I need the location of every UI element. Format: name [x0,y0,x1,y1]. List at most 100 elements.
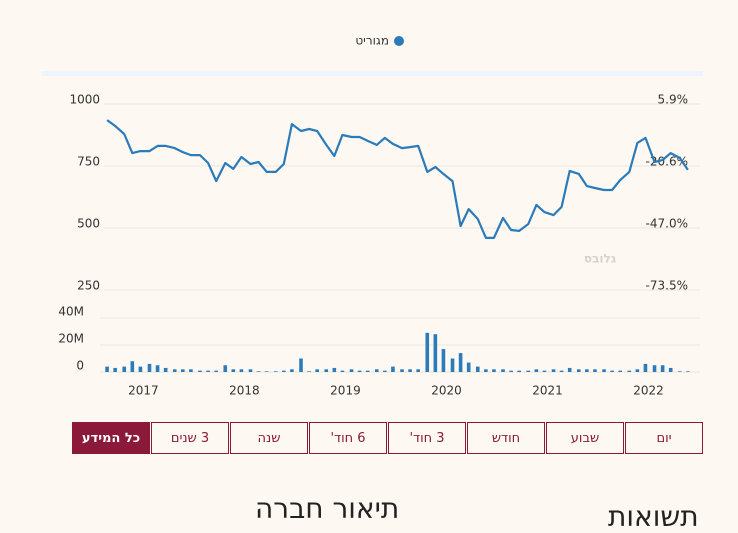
y-tick-label: 250 [77,279,100,293]
volume-bar [206,370,210,372]
volume-bar [484,369,488,372]
volume-bar [660,365,665,372]
volume-tick-label: 0 [76,359,84,373]
volume-bar [189,369,193,372]
range-button[interactable]: 3 חוד' [388,422,466,454]
chart-band [42,71,703,76]
volume-bar [299,358,303,372]
range-button[interactable]: 6 חוד' [309,422,387,454]
volume-bar [643,363,648,372]
volume-bar [223,365,228,372]
range-button[interactable]: כל המידע [72,422,150,454]
y2-tick-label: -20.6% [646,155,688,169]
volume-bar [542,370,547,372]
x-tick-label: 2018 [229,384,260,398]
legend-marker [394,36,404,46]
x-tick-label: 2017 [128,384,159,398]
range-button[interactable]: שנה [230,422,308,454]
volume-bar [273,371,278,372]
volume-bar [652,365,657,372]
volume-bar [155,365,160,372]
volume-bar [239,369,244,372]
volume-bar [466,362,471,372]
volume-bar [517,370,521,372]
volume-bar [509,370,513,372]
volume-bar [425,332,430,372]
range-button[interactable]: יום [625,422,703,454]
volume-bar [138,366,143,372]
y2-tick-label: -47.0% [646,216,688,230]
price-line [106,119,689,239]
x-tick-label: 2021 [532,384,563,398]
watermark: גלובס [584,252,617,266]
volume-bar [602,369,606,372]
volume-bar [458,353,463,372]
volume-bar [374,369,379,372]
volume-bar [492,369,496,372]
volume-bar [122,366,127,372]
y-tick-label: 1000 [69,93,100,107]
volume-bar [475,366,480,372]
volume-bar [534,369,539,372]
x-tick-label: 2020 [431,384,462,398]
volume-bar [324,369,329,372]
volume-bar [400,369,404,372]
volume-bar [576,369,581,372]
volume-bar [113,367,117,372]
volume-bar [501,369,505,372]
volume-bar [307,371,311,372]
volume-bar [677,371,682,372]
volume-bar [172,369,177,372]
volume-bar [290,369,294,372]
volume-tick-label: 20M [58,332,84,346]
volume-bar [551,369,556,372]
volume-bar [214,370,218,372]
company-heading: תיאור חברה [255,492,400,525]
volume-bar [147,363,152,372]
range-button[interactable]: שבוע [546,422,624,454]
volume-bar [256,371,261,372]
volume-bar [340,370,345,372]
volume-bar [610,370,614,372]
volume-bar [105,366,109,372]
volume-bar [264,371,269,372]
volume-bar [593,369,597,372]
volume-bar [686,371,690,372]
volume-bar [416,369,420,372]
volume-bar [526,370,531,372]
volume-bar [181,369,185,372]
volume-bar [668,367,673,372]
y2-tick-label: 5.9% [658,93,689,107]
range-button[interactable]: חודש [467,422,545,454]
volume-bar [198,370,202,372]
volume-bar [618,370,623,372]
volume-bar [391,366,395,372]
y-tick-label: 500 [77,217,100,231]
volume-bar [163,367,168,372]
volume-tick-label: 40M [58,305,84,319]
volume-bar [433,334,438,372]
volume-bar [357,370,362,372]
volume-bar [248,369,253,372]
volume-bar [130,361,135,372]
legend-label: מגוריט [355,34,389,48]
volume-bar [441,349,446,372]
returns-heading: תשואות [608,500,699,533]
volume-bar [450,358,455,372]
volume-bar [559,370,564,372]
volume-bar [315,369,319,372]
x-tick-label: 2019 [330,384,361,398]
y2-tick-label: -73.5% [646,279,688,293]
volume-bar [349,369,354,372]
volume-bar [282,370,286,372]
volume-bar [383,370,387,372]
range-button[interactable]: 3 שנים [151,422,229,454]
volume-bar [635,369,640,372]
x-tick-label: 2022 [633,384,664,398]
volume-bar [567,367,572,372]
y-tick-label: 750 [77,155,100,169]
volume-bar [365,370,370,372]
volume-bar [408,369,412,372]
